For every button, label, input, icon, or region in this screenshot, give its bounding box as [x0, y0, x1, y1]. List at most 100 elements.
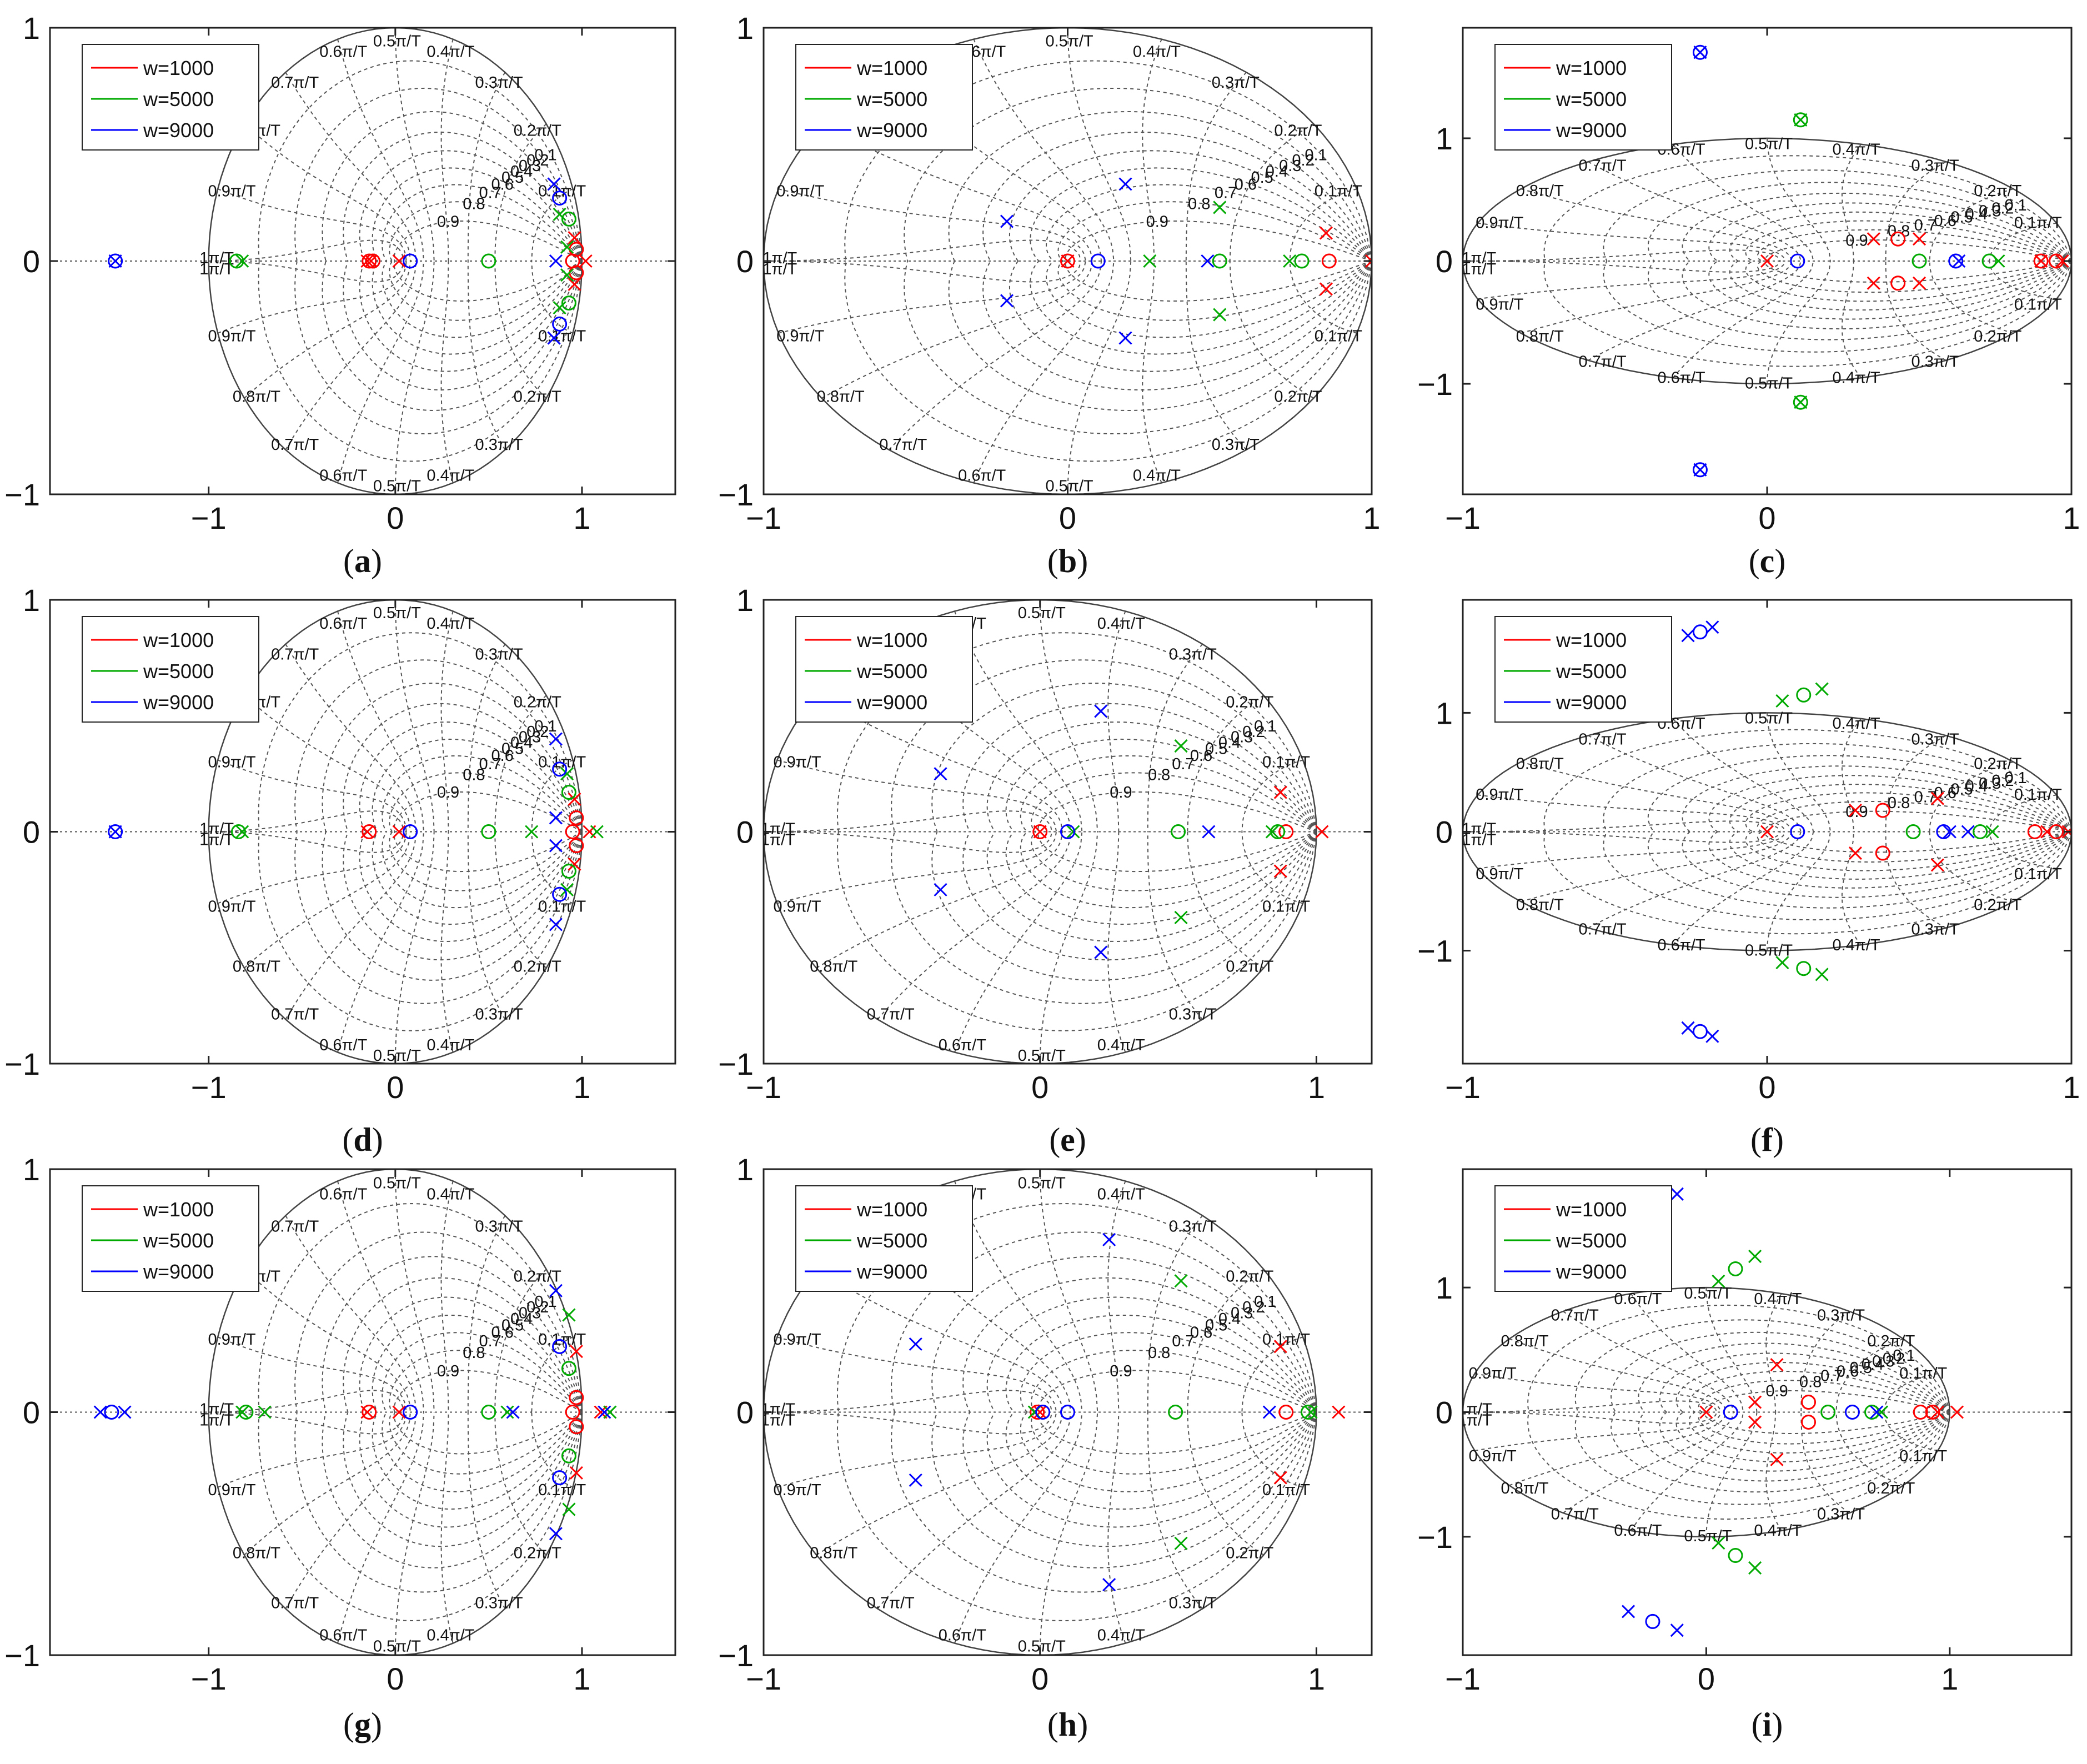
zgrid-damping-label: 0.7 — [1215, 184, 1237, 202]
zgrid-frequency-line — [494, 123, 547, 262]
legend-label: w=5000 — [1556, 88, 1627, 111]
legend-box — [1494, 44, 1672, 151]
zgrid-damping-label: 0.7 — [1820, 1367, 1843, 1385]
zgrid-damping-line — [389, 1350, 583, 1413]
pole-marker — [93, 1405, 107, 1419]
zgrid-frequency-line — [1929, 761, 2014, 832]
zgrid-damping-label: 0.9 — [1110, 784, 1132, 801]
zgrid-damping-line — [948, 260, 1372, 412]
zgrid-frequency-line — [954, 1181, 1083, 1412]
zgrid-frequency-label: 0.2π/T — [1274, 388, 1322, 406]
pole-marker — [568, 230, 581, 245]
zgrid-damping-line — [359, 1296, 583, 1412]
pole-marker — [1912, 276, 1927, 290]
zgrid-damping-line — [1688, 1411, 1950, 1454]
zgrid-frequency-line — [1835, 1412, 1904, 1486]
panel-label: (g) — [343, 1706, 382, 1743]
legend-box — [82, 44, 259, 151]
zgrid-damping-line — [294, 831, 583, 1004]
pole-marker — [1283, 254, 1297, 268]
y-tick-label: 1 — [23, 583, 40, 618]
y-tick-label: −1 — [1417, 934, 1453, 969]
zgrid-frequency-line — [244, 695, 411, 832]
pole-marker — [108, 825, 122, 839]
zgrid-damping-label: 0.3 — [1979, 202, 2001, 220]
zgrid-frequency-label: 0.9π/T — [1469, 1447, 1517, 1465]
pole-marker — [553, 207, 566, 222]
pole-marker — [1118, 331, 1132, 345]
zgrid-frequency-label: 0.1π/T — [1315, 328, 1362, 345]
zgrid-frequency-line — [1929, 260, 2014, 334]
zgrid-frequency-line — [764, 239, 1082, 262]
zgrid-damping-line — [258, 831, 583, 1031]
zgrid-frequency-line — [494, 831, 547, 969]
panel-g: 0.10.20.30.40.50.60.70.80.90.1π/T0.1π/T0… — [4, 1152, 676, 1743]
pole-marker — [1794, 113, 1808, 127]
y-tick-label: 1 — [23, 1152, 40, 1187]
zgrid-frequency-line — [764, 260, 1082, 283]
zgrid-frequency-line — [1989, 831, 2057, 869]
y-tick-label: 0 — [23, 815, 40, 850]
x-tick-label: 1 — [573, 1661, 590, 1696]
x-tick-label: 1 — [2063, 500, 2080, 535]
zgrid-frequency-line — [1463, 831, 1781, 843]
zgrid-frequency-label: 0.6π/T — [939, 1036, 986, 1054]
zgrid-frequency-label: 1π/T — [1462, 260, 1496, 278]
zgrid-frequency-line — [777, 1336, 1057, 1412]
zgrid-frequency-label: 0.9π/T — [773, 754, 821, 771]
zero-marker — [561, 1361, 576, 1376]
zgrid-frequency-label: 0.2π/T — [514, 1267, 561, 1285]
zgrid-damping-line — [1527, 1304, 1950, 1412]
zgrid-frequency-label: 0.7π/T — [271, 74, 319, 92]
zgrid-damping-line — [1603, 743, 2071, 833]
zero-marker — [1301, 1405, 1316, 1420]
zgrid-damping-label: 0.7 — [479, 184, 501, 202]
x-tick-label: −1 — [191, 1661, 227, 1696]
pole-marker — [1699, 1405, 1713, 1419]
legend-label: w=9000 — [856, 119, 927, 142]
x-tick-label: 1 — [1363, 500, 1380, 535]
y-tick-label: 1 — [1436, 1270, 1453, 1305]
zgrid-frequency-line — [244, 1412, 411, 1556]
zgrid-frequency-line — [1765, 1412, 1782, 1531]
pole-marker — [1848, 803, 1862, 818]
zgrid-damping-label: 0.6 — [1934, 212, 1956, 230]
pole-marker — [549, 732, 563, 746]
zgrid-damping-label: 0.4 — [1965, 778, 1988, 795]
zgrid-frequency-line — [208, 239, 404, 262]
zgrid-frequency-line — [1241, 1336, 1303, 1412]
zgrid-frequency-label: 0.5π/T — [1745, 942, 1793, 960]
panel-label: (e) — [1049, 1121, 1086, 1158]
pole-marker — [1332, 1405, 1346, 1419]
zgrid-damping-label: 0.2 — [526, 1299, 549, 1316]
zgrid-frequency-line — [821, 123, 1093, 262]
zgrid-frequency-label: 0.5π/T — [1684, 1527, 1732, 1545]
legend-label: w=5000 — [856, 1229, 927, 1252]
x-tick-label: −1 — [191, 500, 227, 535]
zgrid-frequency-line — [1841, 718, 1862, 832]
zgrid-damping-line — [1005, 831, 1317, 925]
y-tick-label: 1 — [1436, 695, 1453, 730]
zgrid-frequency-line — [1187, 695, 1264, 832]
zgrid-damping-line — [372, 260, 583, 355]
pole-marker — [1867, 276, 1880, 290]
zgrid-frequency-label: 0.4π/T — [427, 615, 474, 633]
zgrid-damping-label: 0.9 — [437, 213, 459, 230]
zgrid-frequency-line — [1767, 713, 1831, 832]
zgrid-frequency-line — [1187, 831, 1264, 969]
zgrid-damping-label: 0.8 — [1148, 1344, 1170, 1362]
zgrid-frequency-line — [285, 644, 417, 832]
pole-marker — [1760, 825, 1774, 839]
zgrid-frequency-line — [777, 831, 1057, 904]
zgrid-damping-line — [931, 1256, 1317, 1412]
zgrid-damping-line — [294, 87, 583, 262]
pole-marker — [1712, 1274, 1725, 1288]
zgrid-damping-label: 0.6 — [1190, 1324, 1212, 1341]
zero-marker — [2049, 253, 2064, 269]
zgrid-damping-line — [1603, 260, 2071, 353]
zgrid-frequency-label: 0.9π/T — [773, 898, 821, 915]
legend: w=1000 w=5000 w=9000 — [82, 44, 259, 151]
zgrid-damping-label: 0.1 — [534, 1293, 556, 1311]
zgrid-frequency-line — [764, 810, 1053, 833]
zgrid-frequency-label: 0.5π/T — [1745, 709, 1793, 727]
